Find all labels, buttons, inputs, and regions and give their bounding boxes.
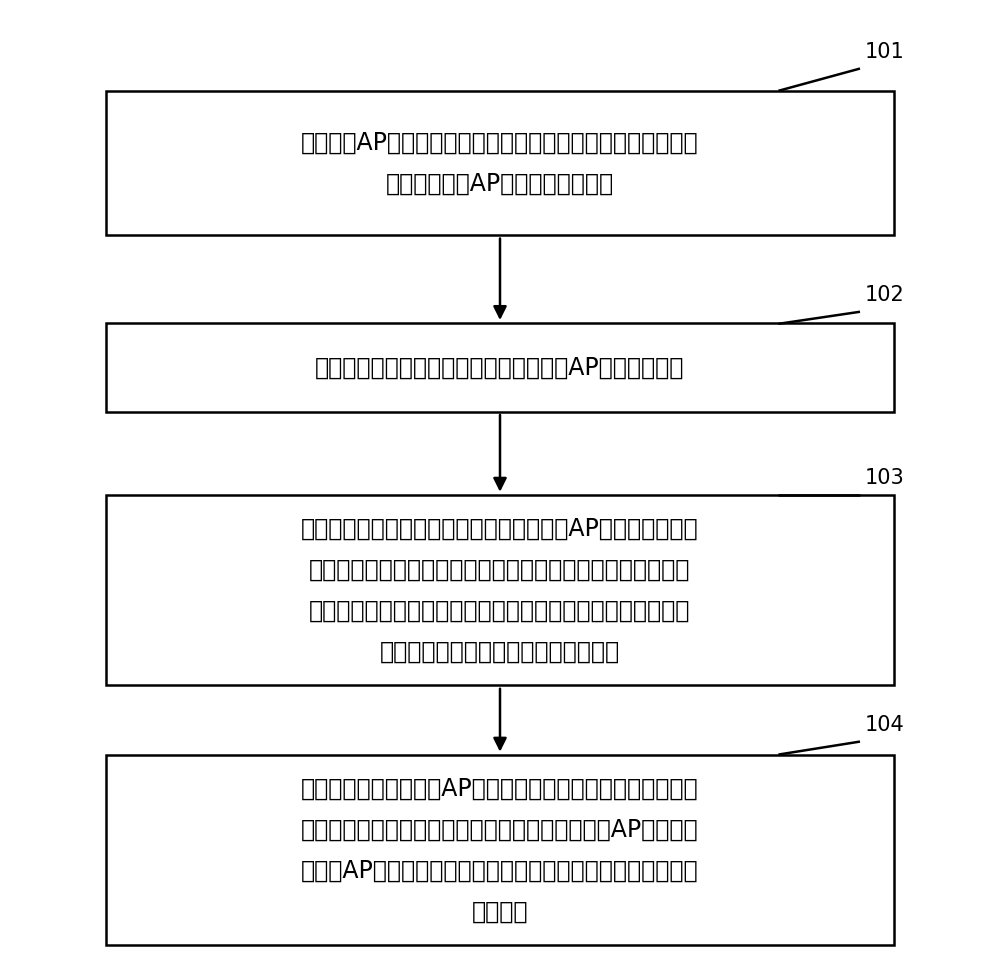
Text: 103: 103 xyxy=(865,468,905,488)
Text: 控制所述连通区域中的AP共享所述连通区域占用的空闲信道进: 控制所述连通区域中的AP共享所述连通区域占用的空闲信道进 xyxy=(301,777,699,801)
Text: 102: 102 xyxy=(865,285,905,305)
Text: 述无线通信系统允许的可绑定信道频宽级别，组成的连通区域: 述无线通信系统允许的可绑定信道频宽级别，组成的连通区域 xyxy=(309,599,691,623)
Bar xyxy=(106,755,894,946)
Bar xyxy=(106,323,894,412)
Text: 占用组成该连通区域时使用的空闲信道: 占用组成该连通区域时使用的空闲信道 xyxy=(380,639,620,663)
Text: 101: 101 xyxy=(865,42,905,62)
Text: 进行通信: 进行通信 xyxy=(472,899,528,923)
Text: 他每一AP对其分配的空闲信道和工作信道绑定形成宽频宽信道: 他每一AP对其分配的空闲信道和工作信道绑定形成宽频宽信道 xyxy=(301,859,699,883)
Text: 按照相邻AP之间分配的工作信道冲突最小的原则为所述无线通: 按照相邻AP之间分配的工作信道冲突最小的原则为所述无线通 xyxy=(301,131,699,155)
Text: 域：相同数量的相同空闲信道与已分配的工作信道绑定满足所: 域：相同数量的相同空闲信道与已分配的工作信道绑定满足所 xyxy=(309,558,691,582)
Text: 信系统的每一AP分配一个工作信道: 信系统的每一AP分配一个工作信道 xyxy=(386,171,614,195)
Text: 行通信，并控制所述无线通信系统中除连通区域的AP之外的其: 行通信，并控制所述无线通信系统中除连通区域的AP之外的其 xyxy=(301,818,699,842)
Bar xyxy=(106,91,894,235)
Text: 将所述无线通信系统中满足如下条件的相邻AP合并组成连通区: 将所述无线通信系统中满足如下条件的相邻AP合并组成连通区 xyxy=(301,517,699,542)
Text: 104: 104 xyxy=(865,715,905,735)
Bar xyxy=(106,495,894,686)
Text: 为所述无线通信系统中分配了工作信道的AP分配空闲信道: 为所述无线通信系统中分配了工作信道的AP分配空闲信道 xyxy=(315,356,685,379)
